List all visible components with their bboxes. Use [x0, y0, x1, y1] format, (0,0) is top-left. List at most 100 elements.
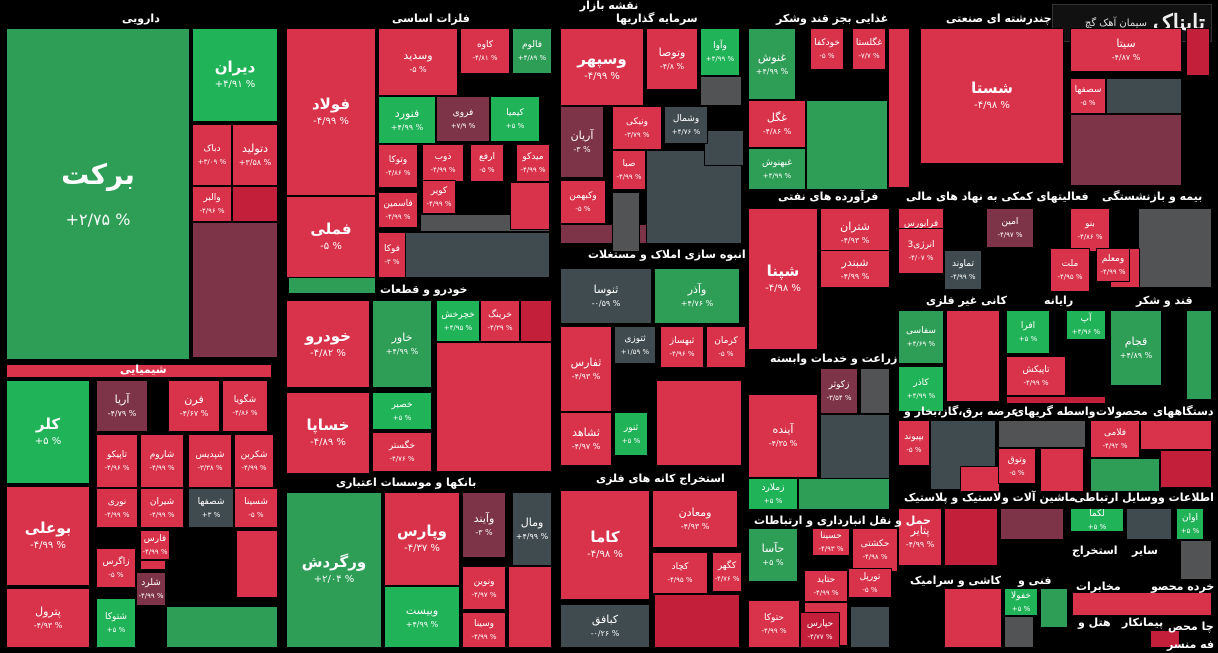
- stock-tile[interactable]: شاروم -۴/۹۹ %: [140, 434, 184, 488]
- stock-tile[interactable]: وآذر +۴/۷۶ %: [654, 268, 740, 324]
- stock-tile[interactable]: سفاسی +۴/۶۹ %: [898, 310, 944, 364]
- stock-tile[interactable]: شتران -۴/۹۳ %: [820, 208, 890, 258]
- stock-tile[interactable]: حتاید -۴/۹۹ %: [804, 570, 848, 602]
- stock-tile[interactable]: وشمال +۴/۷۶ %: [664, 106, 708, 144]
- stock-tile[interactable]: شستا -۴/۹۸ %: [920, 28, 1064, 164]
- stock-tile[interactable]: حکشتی -۴/۹۸ %: [852, 528, 898, 572]
- stock-tile[interactable]: غگل -۴/۸۶ %: [748, 100, 806, 148]
- stock-tile[interactable]: کویر -۴/۹۹ %: [422, 180, 456, 214]
- stock-tile[interactable]: دتولید +۳/۵۸ %: [232, 124, 278, 186]
- stock-tile[interactable]: خساپا -۴/۸۹ %: [286, 392, 370, 474]
- stock-tile[interactable]: ونیکی -۳/۷۹ %: [612, 106, 662, 150]
- stock-tile[interactable]: پترول -۴/۹۳ %: [6, 588, 90, 648]
- stock-tile[interactable]: ومعلم -۴/۹۹ %: [1096, 248, 1130, 282]
- stock-tile[interactable]: نوری -۴/۹۹ %: [96, 488, 138, 528]
- stock-tile[interactable]: وکبهمن -۵ %: [560, 180, 606, 224]
- stock-tile[interactable]: ومعادن -۴/۹۳ %: [652, 490, 738, 548]
- stock-tile[interactable]: خرینگ -۴/۳۹ %: [480, 300, 520, 342]
- stock-tile[interactable]: بپیوند -۵ %: [898, 420, 930, 466]
- stock-tile[interactable]: شکربن -۴/۹۹ %: [234, 434, 274, 488]
- stock-tile[interactable]: حسینا -۴/۹۳ %: [812, 528, 850, 556]
- stock-tile[interactable]: فنورد +۴/۹۹ %: [378, 96, 436, 144]
- stock-tile[interactable]: ملت -۴/۹۵ %: [1050, 248, 1090, 292]
- stock-tile[interactable]: شبندر -۴/۹۹ %: [820, 250, 890, 288]
- stock-tile[interactable]: حآسا +۵ %: [748, 528, 798, 582]
- stock-tile[interactable]: ذوب -۴/۹۹ %: [422, 144, 464, 182]
- stock-tile[interactable]: والبر -۴/۹۶ %: [192, 186, 232, 222]
- stock-tile[interactable]: غبهنوش +۴/۹۹ %: [748, 148, 806, 190]
- stock-tile[interactable]: شتوکا +۵ %: [96, 598, 136, 648]
- stock-tile[interactable]: وبیست +۴/۹۹ %: [384, 586, 460, 648]
- stock-tile[interactable]: ورگردش +۲/۰۴ %: [286, 492, 382, 648]
- stock-tile[interactable]: بوعلی -۴/۹۹ %: [6, 486, 90, 586]
- stock-tile[interactable]: دباک +۳/۰۹ %: [192, 124, 232, 186]
- stock-tile[interactable]: ونوین -۴/۹۷ %: [462, 566, 506, 610]
- stock-tile[interactable]: ثبهساز -۴/۹۶ %: [660, 326, 704, 368]
- stock-tile[interactable]: زکوثر -۳/۵۴ %: [820, 368, 858, 414]
- stock-tile[interactable]: کاوه -۴/۸۱ %: [460, 28, 510, 74]
- stock-tile[interactable]: وآوا +۴/۹۹ %: [700, 28, 740, 76]
- stock-tile[interactable]: وتوق -۵ %: [998, 448, 1036, 484]
- stock-tile[interactable]: خودرو -۴/۸۲ %: [286, 300, 370, 388]
- stock-tile[interactable]: بنو -۴/۸۶ %: [1070, 208, 1110, 252]
- stock-tile[interactable]: شصفها +۳ %: [188, 488, 234, 528]
- stock-tile[interactable]: حپارس -۴/۷۷ %: [800, 612, 840, 648]
- stock-tile[interactable]: افرا +۵ %: [1006, 310, 1050, 354]
- stock-tile[interactable]: شپنا -۴/۹۸ %: [748, 208, 818, 350]
- stock-tile[interactable]: وتوصا -۴/۸ %: [646, 28, 698, 90]
- stock-tile[interactable]: وسدید -۵ %: [378, 28, 458, 96]
- stock-tile[interactable]: صبا -۴/۹۹ %: [612, 150, 646, 190]
- stock-tile[interactable]: لکما +۵ %: [1070, 508, 1124, 532]
- stock-tile[interactable]: فاسمین -۴/۹۹ %: [378, 192, 418, 228]
- stock-tile[interactable]: کاما -۴/۹۸ %: [560, 490, 650, 600]
- stock-tile[interactable]: دیران +۴/۹۱ %: [192, 28, 278, 122]
- stock-tile[interactable]: غگلستا -۷/۷ %: [852, 28, 886, 70]
- stock-tile[interactable]: ثنوسا -۰/۵۹ %: [560, 268, 652, 324]
- stock-tile[interactable]: فلامی -۴/۹۲ %: [1090, 420, 1140, 458]
- stock-tile[interactable]: سیتا -۴/۸۷ %: [1070, 28, 1182, 72]
- stock-tile[interactable]: آپ +۴/۹۶ %: [1066, 310, 1106, 340]
- stock-tile[interactable]: شیران -۴/۹۹ %: [140, 488, 184, 528]
- stock-tile[interactable]: خودکفا -۵ %: [810, 28, 844, 70]
- stock-tile[interactable]: شپدیس -۳/۳۸ %: [188, 434, 232, 488]
- stock-tile[interactable]: شسینا -۵ %: [234, 488, 278, 528]
- stock-tile[interactable]: اوان +۵ %: [1176, 508, 1204, 540]
- stock-tile[interactable]: کرمان -۵ %: [706, 326, 746, 368]
- stock-tile[interactable]: وسینا -۴/۹۹ %: [462, 612, 506, 648]
- stock-tile[interactable]: تاپیکو -۴/۹۶ %: [96, 434, 138, 488]
- stock-tile[interactable]: فوکا -۳ %: [378, 232, 406, 278]
- stock-tile[interactable]: خگستر -۴/۷۶ %: [372, 432, 432, 472]
- stock-tile[interactable]: وپارس -۴/۳۷ %: [384, 492, 460, 586]
- stock-tile[interactable]: تورپل -۵ %: [848, 568, 892, 598]
- stock-tile[interactable]: پتایر -۴/۹۹ %: [898, 508, 942, 566]
- stock-tile[interactable]: خچرخش +۴/۹۵ %: [436, 300, 480, 342]
- stock-tile[interactable]: فالوم +۴/۸۹ %: [512, 28, 552, 74]
- stock-tile[interactable]: زاگرس -۵ %: [96, 548, 136, 588]
- stock-tile[interactable]: وآیند -۳ %: [462, 492, 506, 558]
- stock-tile[interactable]: قجام +۴/۸۹ %: [1110, 310, 1162, 386]
- stock-tile[interactable]: شلرد -۴/۹۹ %: [136, 572, 166, 606]
- stock-tile[interactable]: وسپهر -۴/۹۹ %: [560, 28, 644, 106]
- stock-tile[interactable]: وتوکا -۴/۸۶ %: [378, 144, 418, 188]
- stock-tile[interactable]: کیمیا +۵ %: [490, 96, 540, 142]
- stock-tile[interactable]: آریان -۳ %: [560, 106, 604, 178]
- stock-tile[interactable]: فرن -۴/۶۷ %: [168, 380, 220, 432]
- stock-tile[interactable]: ثنور +۵ %: [614, 412, 648, 456]
- stock-tile[interactable]: شگویا -۴/۸۶ %: [222, 380, 268, 432]
- stock-tile[interactable]: ثتوزی +۱/۵۹ %: [614, 326, 656, 364]
- stock-tile[interactable]: آینده -۴/۳۵ %: [748, 394, 818, 478]
- stock-tile[interactable]: برکت +۲/۷۵ %: [6, 28, 190, 360]
- stock-tile[interactable]: آریا -۴/۷۹ %: [96, 380, 148, 432]
- stock-tile[interactable]: ثشاهد -۴/۹۷ %: [560, 412, 612, 466]
- stock-tile[interactable]: کاذر +۴/۹۹ %: [898, 366, 944, 412]
- stock-tile[interactable]: ثفارس -۴/۹۳ %: [560, 326, 612, 412]
- stock-tile[interactable]: میدکو -۴/۹۹ %: [516, 144, 550, 182]
- stock-tile[interactable]: غنوش +۴/۹۹ %: [748, 28, 796, 100]
- stock-tile[interactable]: کچاد -۴/۹۵ %: [652, 552, 708, 594]
- stock-tile[interactable]: کبافق -۰/۲۶ %: [560, 604, 650, 648]
- stock-tile[interactable]: سصفها -۵ %: [1070, 78, 1106, 114]
- stock-tile[interactable]: فولاد -۴/۹۹ %: [286, 28, 376, 196]
- stock-tile[interactable]: خصیر +۵ %: [372, 392, 432, 430]
- stock-tile[interactable]: فروی +۷/۹ %: [436, 96, 490, 142]
- stock-tile[interactable]: کگهر -۴/۷۶ %: [712, 552, 742, 592]
